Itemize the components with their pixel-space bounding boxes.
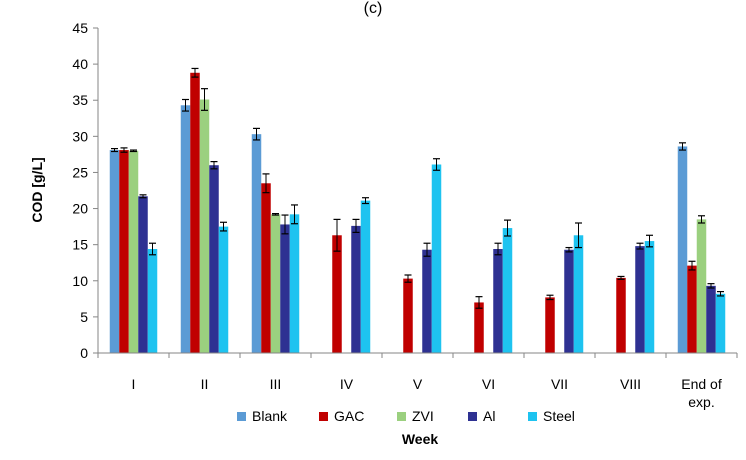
x-tick-label: II: [201, 376, 209, 392]
bar-al-3: [351, 225, 361, 353]
bar-steel-4: [431, 164, 442, 353]
bar-al-4: [422, 249, 432, 353]
y-tick-label: 15: [72, 237, 88, 253]
bar-gac-7: [616, 277, 626, 353]
bar-steel-7: [644, 241, 655, 353]
legend-label-gac: GAC: [334, 408, 364, 424]
bar-al-0: [138, 196, 148, 353]
bar-al-6: [564, 249, 574, 353]
x-tick-label: End of exp.: [681, 376, 722, 410]
bar-steel-0: [147, 249, 158, 353]
x-axis-title: Week: [402, 431, 439, 447]
bar-steel-5: [502, 228, 513, 353]
x-tick-label: VI: [482, 376, 495, 392]
bar-al-2: [280, 224, 290, 353]
y-axis-title: COD [g/L]: [29, 157, 45, 222]
bar-zvi-1: [199, 99, 210, 353]
legend: Blank GAC ZVI Al Steel: [237, 408, 575, 424]
bar-series-group: [109, 72, 726, 354]
bar-blank-2: [251, 134, 262, 353]
legend-label-steel: Steel: [543, 408, 575, 424]
y-tick-label: 25: [72, 164, 88, 180]
x-tick-label: V: [413, 376, 423, 392]
legend-label-al: Al: [483, 408, 495, 424]
y-tick-label: 10: [72, 273, 88, 289]
bar-gac-2: [261, 183, 271, 353]
bar-zvi-8: [696, 219, 707, 353]
y-tick-label: 0: [80, 345, 88, 361]
y-axis-ticks: 0 5 10 15 20 25 30 35 40 45: [72, 20, 98, 361]
bar-blank-1: [180, 105, 191, 354]
x-tick-label: I: [132, 376, 136, 392]
bar-al-8: [706, 285, 716, 353]
bar-gac-3: [332, 235, 342, 353]
y-tick-label: 5: [80, 309, 88, 325]
bar-steel-6: [573, 235, 584, 353]
panel-label: (c): [364, 0, 383, 17]
legend-label-blank: Blank: [252, 408, 288, 424]
y-tick-label: 20: [72, 201, 88, 217]
bar-steel-3: [360, 200, 371, 353]
bar-gac-5: [474, 302, 484, 353]
bar-blank-0: [109, 150, 120, 353]
y-tick-label: 45: [72, 20, 88, 36]
bar-al-1: [209, 165, 219, 353]
bar-gac-0: [119, 150, 129, 353]
legend-label-zvi: ZVI: [412, 408, 434, 424]
x-tick-label: IV: [340, 376, 354, 392]
legend-swatch-steel: [528, 412, 537, 421]
y-tick-label: 35: [72, 92, 88, 108]
bar-gac-6: [545, 297, 555, 353]
bar-zvi-0: [128, 150, 139, 353]
bar-steel-2: [289, 214, 300, 353]
bar-al-7: [635, 246, 645, 353]
bar-blank-8: [677, 146, 688, 353]
x-tick-label: VIII: [620, 376, 641, 392]
bar-gac-4: [403, 278, 413, 353]
x-tick-label: III: [270, 376, 282, 392]
bar-gac-1: [190, 72, 200, 354]
error-bar-group: [111, 67, 724, 309]
y-tick-label: 40: [72, 56, 88, 72]
legend-swatch-gac: [319, 412, 328, 421]
y-tick-label: 30: [72, 128, 88, 144]
bar-al-5: [493, 249, 503, 353]
x-axis-ticks: I II III IV V VI VII VIII End of exp.: [97, 353, 738, 410]
legend-swatch-blank: [237, 412, 246, 421]
bar-steel-8: [715, 293, 726, 353]
legend-swatch-al: [468, 412, 477, 421]
x-tick-label: VII: [551, 376, 568, 392]
bar-gac-8: [687, 265, 697, 353]
bar-steel-1: [218, 226, 229, 353]
bar-zvi-2: [270, 214, 281, 353]
legend-swatch-zvi: [397, 412, 406, 421]
